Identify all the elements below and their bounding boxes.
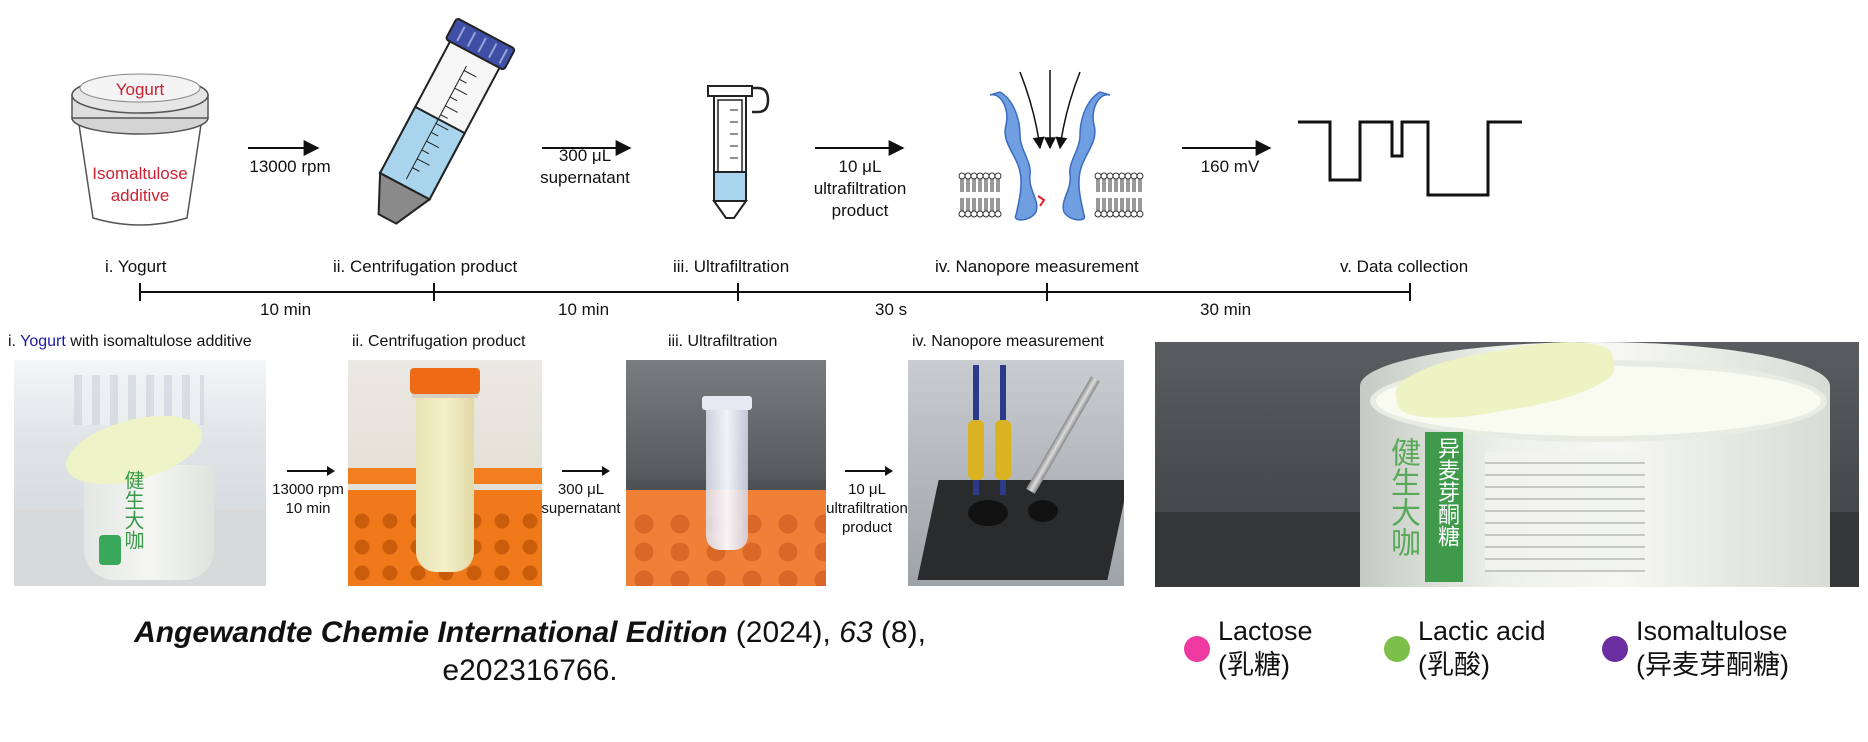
legend-lactose-cn: (乳糖)	[1218, 650, 1290, 680]
arrow-4-line1: 160 mV	[1200, 157, 1260, 176]
photo-arrow-1-line2: 10 min	[285, 500, 331, 517]
step-4-label: iv. Nanopore measurement	[935, 257, 1139, 276]
duration-4: 30 min	[1200, 300, 1252, 319]
legend-lactic-acid-cn: (乳酸)	[1418, 650, 1490, 680]
cup-body-text: Isomaltulose additive	[70, 163, 210, 207]
runner-logo	[99, 535, 121, 565]
citation-article: e202316766.	[442, 654, 618, 687]
photo-arrow-3	[845, 466, 893, 476]
step-3-label: iii. Ultrafiltration	[673, 257, 790, 276]
legend-isomaltulose-swatch	[1602, 636, 1628, 662]
ultrafiltration-tube-icon	[707, 85, 770, 219]
cup-lid-text: Yogurt	[115, 80, 165, 99]
photo-arrow-1-line1: 13000 rpm	[272, 481, 344, 498]
duration-3: 30 s	[875, 300, 908, 319]
legend-isomaltulose-name: Isomaltulose	[1636, 616, 1788, 646]
cup-body-line2: additive	[110, 186, 170, 205]
photo-1-label-rest: with isomaltulose additive	[70, 333, 252, 350]
centrifuge-tube-icon	[377, 18, 516, 225]
photo-yogurt-closeup: 健生大咖 异麦芽酮糖	[1155, 342, 1859, 587]
photo-1-label: i. Yogurt with isomaltulose additive	[8, 332, 252, 351]
arrow-4-label: 160 mV	[1175, 156, 1285, 178]
duration-2: 10 min	[558, 300, 610, 319]
photo-arrow-1-label: 13000 rpm 10 min	[268, 480, 348, 518]
legend-lactic-acid-name: Lactic acid	[1418, 616, 1546, 646]
citation-year: (2024),	[735, 616, 831, 649]
arrow-2-line1: 300 μL	[558, 146, 612, 165]
photo-arrow-3-line1: 10 μL	[848, 481, 886, 498]
arrow-2-label: 300 μL supernatant	[530, 145, 640, 189]
photo-1-label-prefix: i.	[8, 333, 16, 350]
arrow-1-line1: 13000 rpm	[249, 157, 331, 176]
photo-3-label: iii. Ultrafiltration	[668, 333, 778, 350]
photo-2-label: ii. Centrifugation product	[352, 333, 526, 350]
workflow-schematic	[71, 18, 1522, 301]
photo-arrow-2-line1: 300 μL	[557, 481, 605, 498]
closeup-cup-brand: 健生大咖	[1385, 437, 1420, 557]
citation-issue: (8),	[880, 616, 926, 649]
nanopore-icon	[958, 70, 1144, 221]
legend-lactose-swatch	[1184, 636, 1210, 662]
legend-lactose: Lactose (乳糖)	[1218, 614, 1313, 682]
photo-1-label-highlight: Yogurt	[20, 333, 66, 350]
yogurt-cup-icon	[71, 73, 209, 226]
current-trace-icon	[1298, 120, 1522, 197]
cup-body-line1: Isomaltulose	[92, 164, 188, 183]
photo-cup-brand: 健生大咖	[121, 470, 145, 550]
photo-arrow-2-line2: supernatant	[541, 500, 621, 517]
step-5-label: v. Data collection	[1340, 257, 1469, 276]
photo-arrow-3-line2: ultrafiltration	[826, 500, 908, 517]
arrow-3-label: 10 μL ultrafiltration product	[800, 156, 920, 222]
photo-arrow-2-label: 300 μL supernatant	[540, 480, 622, 518]
closeup-side-text: 异麦芽酮糖	[1434, 437, 1459, 547]
photo-nanopore-setup	[908, 360, 1124, 586]
legend-lactose-name: Lactose	[1218, 616, 1313, 646]
arrow-1-label: 13000 rpm	[235, 156, 345, 178]
citation-journal: Angewandte Chemie International Edition	[134, 616, 728, 649]
legend-isomaltulose: Isomaltulose (异麦芽酮糖)	[1636, 614, 1789, 682]
photo-ultrafiltration	[626, 360, 826, 586]
photo-arrow-3-line3: product	[841, 519, 893, 536]
duration-1: 10 min	[260, 300, 312, 319]
photo-arrow-3-label: 10 μL ultrafiltration product	[826, 480, 908, 537]
citation: Angewandte Chemie International Edition …	[80, 614, 980, 690]
arrow-2-line2: supernatant	[540, 168, 630, 187]
photo-arrow-2	[562, 466, 610, 476]
photo-arrow-1	[287, 466, 335, 476]
step-2-label: ii. Centrifugation product	[333, 257, 518, 276]
citation-volume: 63	[839, 616, 873, 649]
photo-centrifuge	[348, 360, 542, 586]
photo-4-label: iv. Nanopore measurement	[912, 333, 1104, 350]
legend-lactic-acid: Lactic acid (乳酸)	[1418, 614, 1546, 682]
arrow-3-line2: ultrafiltration	[813, 179, 907, 198]
arrow-3-line1: 10 μL	[838, 157, 882, 176]
legend-lactic-acid-swatch	[1384, 636, 1410, 662]
photo-yogurt: 健生大咖	[14, 360, 266, 586]
arrow-3-line3: product	[831, 201, 889, 220]
legend-isomaltulose-cn: (异麦芽酮糖)	[1636, 650, 1789, 680]
step-1-label: i. Yogurt	[105, 257, 167, 276]
timeline	[139, 283, 1411, 301]
